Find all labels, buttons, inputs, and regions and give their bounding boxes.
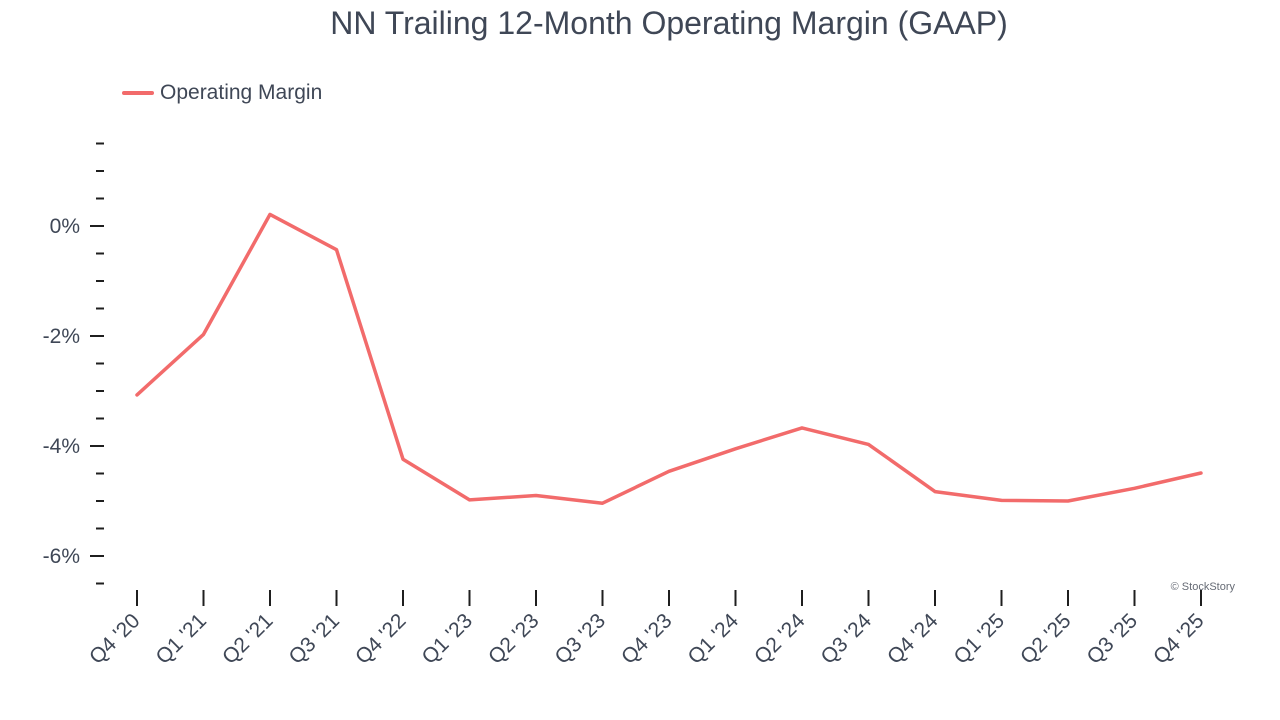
x-tick-label: Q1 '21 <box>151 609 211 669</box>
series-layer <box>135 212 1203 505</box>
x-tick-label: Q4 '24 <box>883 609 943 669</box>
legend-label-operating-margin: Operating Margin <box>160 81 322 104</box>
x-tick-label: Q2 '23 <box>484 609 544 669</box>
watermark: © StockStory <box>1171 581 1236 593</box>
x-tick-label: Q3 '21 <box>284 609 344 669</box>
series-line-operating-margin <box>135 212 1203 505</box>
x-tick-label: Q4 '25 <box>1149 609 1209 669</box>
x-tick-label: Q4 '20 <box>85 609 145 669</box>
x-tick-label: Q1 '25 <box>949 609 1009 669</box>
y-tick-label: -2% <box>43 325 80 348</box>
x-tick-label: Q3 '23 <box>550 609 610 669</box>
x-tick-label: Q4 '22 <box>351 609 411 669</box>
y-tick-label: -6% <box>43 545 80 568</box>
x-tick-label: Q2 '24 <box>750 609 810 669</box>
x-tick-label: Q2 '25 <box>1016 609 1076 669</box>
chart-title: NN Trailing 12-Month Operating Margin (G… <box>330 5 1008 41</box>
y-tick-label: 0% <box>50 215 80 238</box>
y-axis: 0% -2% -4% -6% <box>43 142 104 585</box>
x-tick-label: Q3 '24 <box>816 609 876 669</box>
y-tick-label: -4% <box>43 435 80 458</box>
legend: Operating Margin <box>122 81 322 104</box>
x-tick-label: Q2 '21 <box>218 609 278 669</box>
x-tick-label: Q4 '23 <box>617 609 677 669</box>
x-tick-label: Q1 '24 <box>683 609 743 669</box>
x-axis: Q4 '20 Q1 '21 Q2 '21 Q3 '21 Q4 '22 Q1 '23 Q2 '… <box>85 590 1209 669</box>
x-tick-label: Q1 '23 <box>417 609 477 669</box>
x-tick-label: Q3 '25 <box>1082 609 1142 669</box>
